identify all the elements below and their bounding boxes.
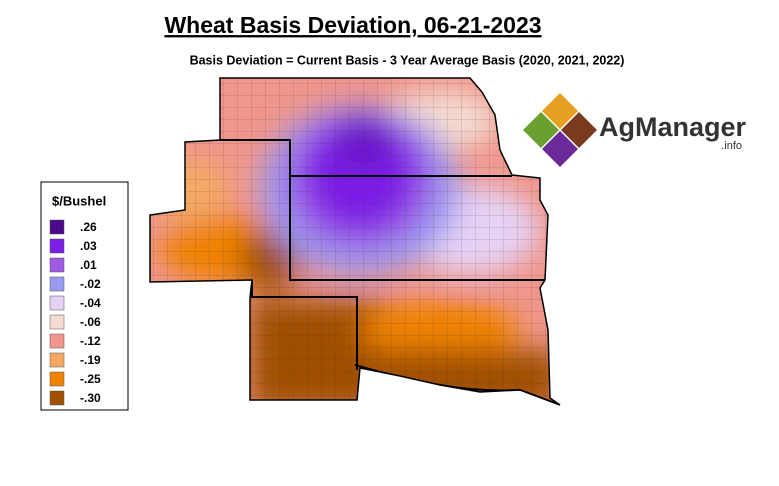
region-outline <box>149 77 561 406</box>
legend-label: -.12 <box>80 334 101 348</box>
legend-label: .26 <box>80 220 97 234</box>
legend-swatch <box>49 257 65 273</box>
legend-title: $/Bushel <box>52 193 106 208</box>
logo-suffix: .info <box>721 140 742 152</box>
legend-swatch <box>49 314 65 330</box>
legend: $/Bushel .26 .03 .01 -.02 -.04 -.06 -.12 -.19 -.… <box>40 181 129 411</box>
legend-swatch <box>49 371 65 387</box>
logo: AgManager .info <box>523 93 747 167</box>
title: Wheat Basis Deviation, 06-21-2023 <box>164 12 541 38</box>
legend-swatch <box>49 295 65 311</box>
legend-label: -.30 <box>80 391 101 405</box>
logo-name: AgManager <box>599 112 747 142</box>
legend-label: -.02 <box>80 277 101 291</box>
subtitle: Basis Deviation = Current Basis - 3 Year… <box>190 53 625 67</box>
legend-swatch <box>49 352 65 368</box>
legend-label: .01 <box>80 258 97 272</box>
legend-swatch <box>49 238 65 254</box>
legend-swatch <box>49 333 65 349</box>
legend-swatch <box>49 276 65 292</box>
legend-swatch <box>49 390 65 406</box>
legend-label: -.04 <box>80 296 101 310</box>
legend-label: -.19 <box>80 353 101 367</box>
map <box>150 78 560 405</box>
legend-swatch <box>49 219 65 235</box>
legend-label: -.25 <box>80 372 101 386</box>
legend-label: .03 <box>80 239 97 253</box>
legend-label: -.06 <box>80 315 101 329</box>
